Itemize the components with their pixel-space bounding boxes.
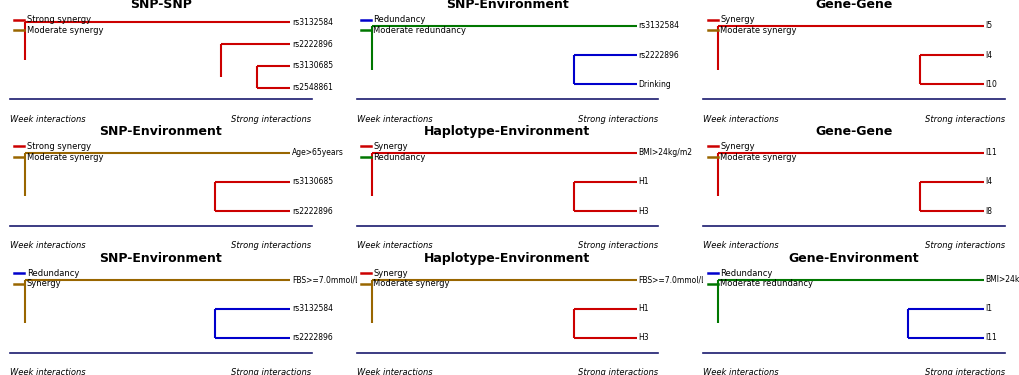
- Text: Drinking: Drinking: [638, 80, 671, 88]
- Legend: Synergy, Moderate synergy: Synergy, Moderate synergy: [707, 15, 796, 34]
- Text: I10: I10: [984, 80, 996, 88]
- Text: I11: I11: [984, 148, 996, 157]
- Text: BMI>24kg/m2: BMI>24kg/m2: [638, 148, 692, 157]
- Text: Strong interactions: Strong interactions: [578, 114, 657, 123]
- Text: rs2222896: rs2222896: [638, 51, 679, 60]
- Text: Age>65years: Age>65years: [291, 148, 343, 157]
- Text: I11: I11: [984, 333, 996, 342]
- Text: H3: H3: [638, 333, 648, 342]
- Title: Gene-Environment: Gene-Environment: [788, 252, 918, 265]
- Text: I1: I1: [984, 304, 991, 313]
- Text: rs3130685: rs3130685: [291, 62, 333, 70]
- Text: rs2222896: rs2222896: [291, 333, 332, 342]
- Text: I4: I4: [984, 177, 991, 186]
- Text: I5: I5: [984, 21, 991, 30]
- Title: Haplotype-Environment: Haplotype-Environment: [424, 252, 590, 265]
- Text: Week interactions: Week interactions: [357, 242, 432, 250]
- Text: Strong interactions: Strong interactions: [231, 368, 311, 375]
- Text: I4: I4: [984, 51, 991, 60]
- Text: Week interactions: Week interactions: [357, 114, 432, 123]
- Text: BMI>24kg/m2: BMI>24kg/m2: [984, 275, 1019, 284]
- Legend: Synergy, Moderate synergy: Synergy, Moderate synergy: [707, 142, 796, 162]
- Title: SNP-Environment: SNP-Environment: [100, 252, 222, 265]
- Text: rs2222896: rs2222896: [291, 40, 332, 49]
- Text: Strong interactions: Strong interactions: [231, 242, 311, 250]
- Text: FBS>=7.0mmol/L: FBS>=7.0mmol/L: [638, 275, 705, 284]
- Text: Week interactions: Week interactions: [703, 114, 779, 123]
- Text: H1: H1: [638, 177, 648, 186]
- Text: rs3132584: rs3132584: [291, 18, 332, 27]
- Text: Week interactions: Week interactions: [10, 114, 86, 123]
- Text: Week interactions: Week interactions: [357, 368, 432, 375]
- Text: Strong interactions: Strong interactions: [578, 242, 657, 250]
- Title: Gene-Gene: Gene-Gene: [814, 125, 892, 138]
- Title: Gene-Gene: Gene-Gene: [814, 0, 892, 11]
- Legend: Redundancy, Moderate redundancy: Redundancy, Moderate redundancy: [707, 269, 812, 288]
- Legend: Synergy, Moderate synergy: Synergy, Moderate synergy: [361, 269, 449, 288]
- Legend: Redundancy, Moderate redundancy: Redundancy, Moderate redundancy: [361, 15, 466, 34]
- Title: Haplotype-Environment: Haplotype-Environment: [424, 125, 590, 138]
- Text: Strong interactions: Strong interactions: [923, 242, 1004, 250]
- Text: rs3132584: rs3132584: [638, 21, 679, 30]
- Legend: Strong synergy, Moderate synergy: Strong synergy, Moderate synergy: [14, 15, 103, 34]
- Text: Strong interactions: Strong interactions: [578, 368, 657, 375]
- Text: Strong interactions: Strong interactions: [923, 368, 1004, 375]
- Text: rs3132584: rs3132584: [291, 304, 332, 313]
- Legend: Redundancy, Synergy: Redundancy, Synergy: [14, 269, 79, 288]
- Text: Week interactions: Week interactions: [703, 368, 779, 375]
- Text: I8: I8: [984, 207, 991, 216]
- Text: rs2548861: rs2548861: [291, 83, 332, 92]
- Legend: Strong synergy, Moderate synergy: Strong synergy, Moderate synergy: [14, 142, 103, 162]
- Title: SNP-SNP: SNP-SNP: [129, 0, 192, 11]
- Title: SNP-Environment: SNP-Environment: [445, 0, 569, 11]
- Text: Week interactions: Week interactions: [10, 242, 86, 250]
- Text: Strong interactions: Strong interactions: [923, 114, 1004, 123]
- Text: H3: H3: [638, 207, 648, 216]
- Text: Week interactions: Week interactions: [703, 242, 779, 250]
- Title: SNP-Environment: SNP-Environment: [100, 125, 222, 138]
- Text: H1: H1: [638, 304, 648, 313]
- Text: Strong interactions: Strong interactions: [231, 114, 311, 123]
- Text: rs3130685: rs3130685: [291, 177, 333, 186]
- Text: rs2222896: rs2222896: [291, 207, 332, 216]
- Text: Week interactions: Week interactions: [10, 368, 86, 375]
- Text: FBS>=7.0mmol/L: FBS>=7.0mmol/L: [291, 275, 359, 284]
- Legend: Synergy, Redundancy: Synergy, Redundancy: [361, 142, 425, 162]
